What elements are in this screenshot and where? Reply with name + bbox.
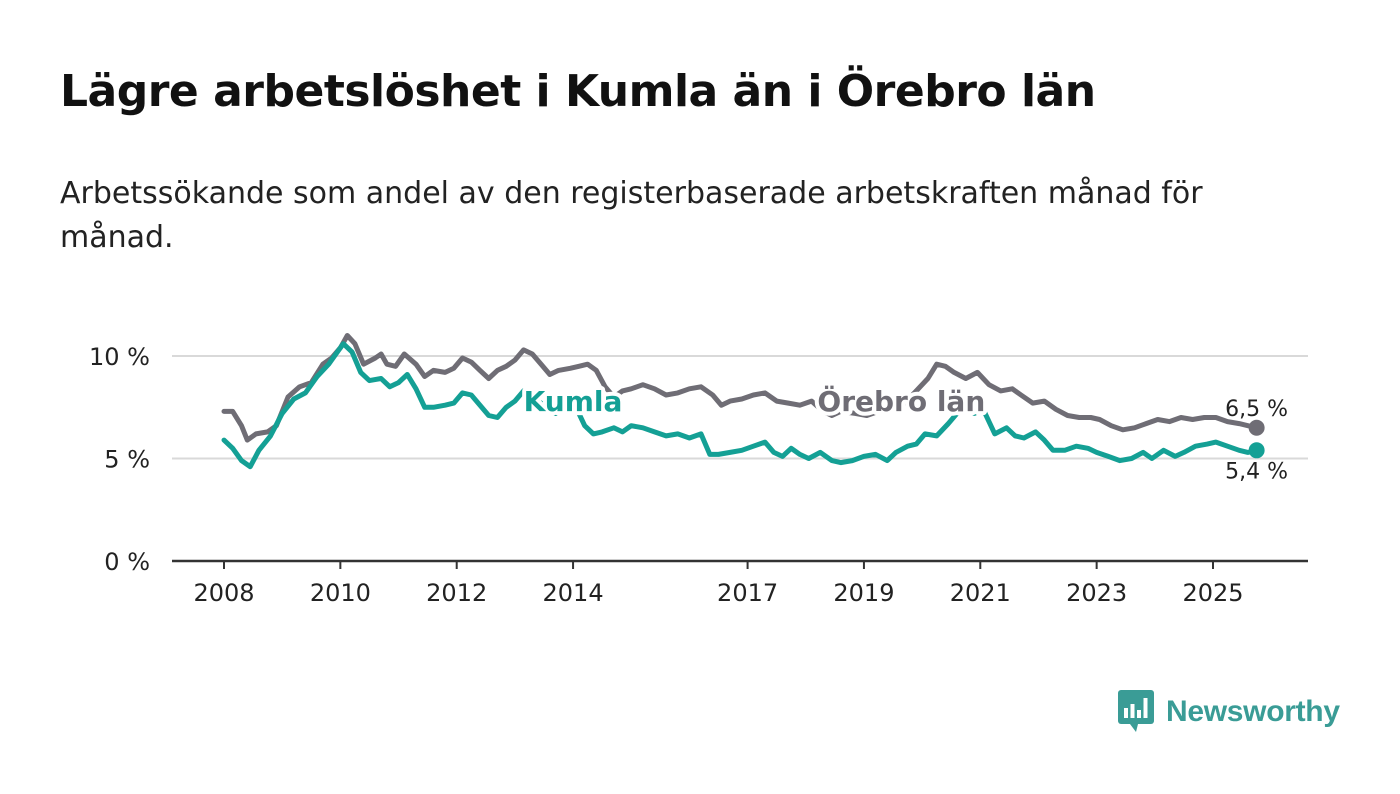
- chart-title: Lägre arbetslöshet i Kumla än i Örebro l…: [60, 66, 1096, 117]
- x-tick-label: 2008: [193, 579, 254, 607]
- series-label-halo-örebro-län: Örebro län: [817, 384, 985, 418]
- series-lines: [221, 333, 1260, 470]
- x-tick-label: 2012: [426, 579, 487, 607]
- x-tick-label: 2017: [717, 579, 778, 607]
- y-tick-label: 10 %: [89, 343, 150, 371]
- series-line-kumla: [221, 341, 1260, 470]
- gridlines: [172, 355, 1308, 460]
- end-marker-örebro-län: [1248, 419, 1265, 436]
- chart-subtitle: Arbetssökande som andel av den registerb…: [60, 176, 1203, 255]
- newsworthy-logo[interactable]: Newsworthy: [1118, 690, 1340, 734]
- end-value-label-kumla: 5,4 %: [1225, 459, 1288, 484]
- series-label-kumla: Kumla: [524, 385, 623, 418]
- x-tick-label: 2021: [950, 579, 1011, 607]
- x-axis: 2008 2010 2012 2014 2017 2019 2021 2023 2025: [172, 559, 1308, 607]
- y-axis: 0 % 5 % 10 %: [89, 343, 150, 576]
- end-value-label-örebro-län: 6,5 %: [1225, 397, 1288, 422]
- series-label-halo-kumla: Kumla: [524, 385, 623, 418]
- x-tick-label: 2010: [310, 579, 371, 607]
- end-marker-kumla: [1248, 442, 1265, 459]
- x-tick-label: 2019: [833, 579, 894, 607]
- y-tick-label: 5 %: [104, 446, 150, 474]
- x-tick-label: 2023: [1066, 579, 1127, 607]
- newsworthy-icon: [1118, 690, 1154, 732]
- y-tick-label: 0 %: [104, 548, 150, 576]
- series-label-örebro-län: Örebro län: [817, 384, 985, 418]
- x-tick-label: 2025: [1182, 579, 1243, 607]
- x-tick-label: 2014: [543, 579, 604, 607]
- series-line-örebro-län: [221, 333, 1260, 443]
- brand-name: Newsworthy: [1166, 695, 1340, 728]
